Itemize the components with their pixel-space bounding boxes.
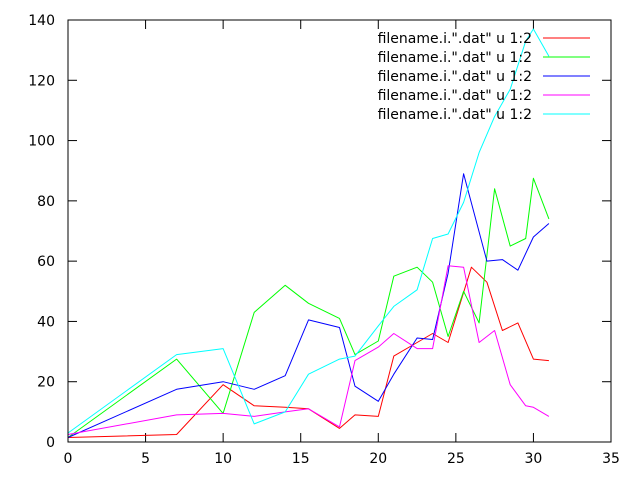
y-tick-label: 0 (46, 435, 55, 451)
legend-label-5: filename.i.".dat" u 1:2 (378, 107, 532, 123)
series-line-5 (67, 28, 550, 434)
x-tick-label: 30 (525, 451, 543, 467)
series-line-1 (67, 266, 549, 438)
x-tick-label: 35 (602, 451, 620, 467)
y-tick-label: 20 (37, 375, 55, 391)
series-line-4 (67, 265, 550, 435)
x-tick-label: 5 (141, 451, 150, 467)
series-line-2 (67, 177, 550, 438)
y-tick-label: 60 (37, 254, 55, 270)
y-tick-label: 100 (28, 134, 55, 150)
y-tick-label: 120 (28, 73, 55, 89)
legend: filename.i.".dat" u 1:2 filename.i.".dat"… (378, 31, 590, 123)
y-tick-label: 80 (37, 194, 55, 210)
series-line-3 (67, 173, 550, 438)
x-tick-label: 20 (369, 451, 387, 467)
x-tick-label: 10 (214, 451, 232, 467)
legend-label-2: filename.i.".dat" u 1:2 (378, 50, 532, 66)
plot-frame (67, 19, 612, 443)
plot-lines (67, 28, 550, 438)
x-tick-label: 0 (64, 451, 73, 467)
y-tick-label: 140 (28, 13, 55, 29)
axis-ticks: 0 5 10 15 20 25 30 35 0 20 40 60 80 100 120 140 (28, 13, 620, 467)
x-tick-label: 25 (447, 451, 465, 467)
legend-label-3: filename.i.".dat" u 1:2 (378, 69, 532, 85)
legend-label-1: filename.i.".dat" u 1:2 (378, 31, 532, 47)
legend-label-4: filename.i.".dat" u 1:2 (378, 88, 532, 104)
y-tick-label: 40 (37, 314, 55, 330)
x-tick-label: 15 (292, 451, 310, 467)
